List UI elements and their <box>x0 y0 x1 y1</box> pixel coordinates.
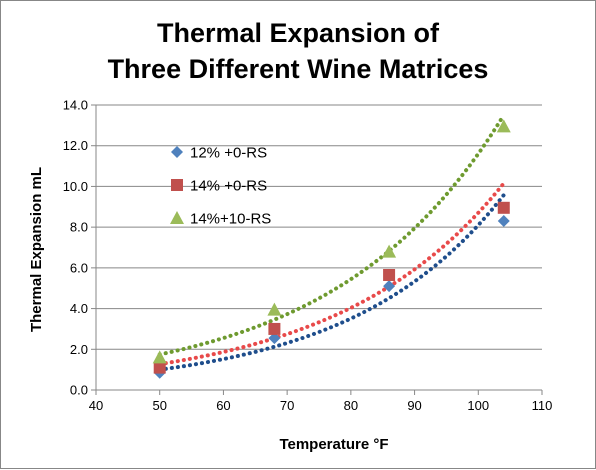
y-tick-label: 14.0 <box>63 98 88 113</box>
point-series-2 <box>268 322 281 335</box>
y-axis-label: Thermal Expansion mL <box>28 167 45 332</box>
point-series-3 <box>267 302 282 316</box>
y-tick-label: 0.0 <box>70 383 88 398</box>
chart-title-line-2: Three Different Wine Matrices <box>107 54 489 84</box>
x-tick-labels: 40 50 60 70 80 90 100 110 <box>89 398 553 413</box>
x-tick-label: 100 <box>467 398 489 413</box>
legend: 12% +0-RS 14% +0-RS 14%+10-RS <box>170 145 271 228</box>
trendlines <box>157 113 506 372</box>
x-tick-label: 110 <box>532 398 553 413</box>
data-points <box>152 119 511 379</box>
point-series-1 <box>497 215 510 228</box>
x-axis-label: Temperature °F <box>279 436 388 453</box>
x-tick-label: 70 <box>280 398 294 413</box>
axes <box>91 104 543 395</box>
x-tick-label: 60 <box>216 398 230 413</box>
x-tick-label: 50 <box>152 398 166 413</box>
trendline-series-2 <box>157 181 506 367</box>
legend-label-2: 14% +0-RS <box>190 178 267 195</box>
point-series-3 <box>152 350 167 364</box>
x-tick-label: 90 <box>407 398 421 413</box>
legend-marker-2 <box>171 179 183 191</box>
point-series-1 <box>268 332 281 345</box>
grid-lines <box>96 104 542 350</box>
legend-marker-3 <box>170 211 184 224</box>
chart-title-line-1: Thermal Expansion of <box>156 18 440 48</box>
x-tick-label: 80 <box>344 398 358 413</box>
legend-label-3: 14%+10-RS <box>190 211 271 228</box>
point-series-3 <box>496 119 511 133</box>
y-tick-label: 10.0 <box>63 179 88 194</box>
chart-title: Thermal Expansion of Three Different Win… <box>1 15 595 87</box>
y-tick-labels: 0.0 2.0 4.0 6.0 8.0 10.0 12.0 14.0 <box>63 98 88 398</box>
y-tick-label: 8.0 <box>70 220 88 235</box>
point-series-3 <box>382 244 397 258</box>
legend-marker-1 <box>171 146 183 158</box>
y-tick-label: 12.0 <box>63 138 88 153</box>
y-tick-label: 2.0 <box>70 342 88 357</box>
point-series-2 <box>497 201 510 214</box>
legend-label-1: 12% +0-RS <box>190 145 267 162</box>
point-series-1 <box>383 280 396 293</box>
point-series-2 <box>383 268 396 281</box>
trendline-series-3 <box>157 113 506 357</box>
trendline-series-1 <box>157 193 506 372</box>
point-series-2 <box>153 361 166 374</box>
y-tick-label: 4.0 <box>70 301 88 316</box>
x-tick-label: 40 <box>89 398 103 413</box>
y-tick-label: 6.0 <box>70 260 88 275</box>
